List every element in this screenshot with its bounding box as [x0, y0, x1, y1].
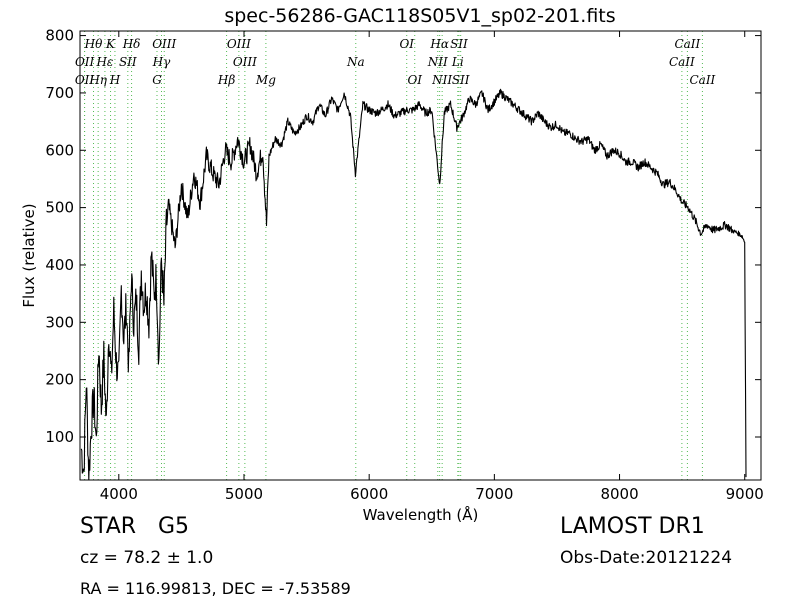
spectrum-layer — [80, 88, 747, 481]
line-label: Hδ — [122, 37, 141, 51]
line-label: SII — [452, 73, 470, 87]
line-label: CaII — [674, 37, 700, 51]
line-label: CaII — [669, 55, 695, 69]
line-label: OIII — [227, 37, 251, 51]
line-label: Hθ — [84, 37, 103, 51]
x-tick-label: 9000 — [726, 485, 764, 503]
line-label: K — [105, 37, 116, 51]
line-label: CaII — [689, 73, 715, 87]
line-label: Hα — [429, 37, 449, 51]
redshift-cz: cz = 78.2 ± 1.0 — [80, 548, 214, 568]
line-label: SII — [119, 55, 137, 69]
line-label: G — [152, 73, 162, 87]
x-tick-label: 6000 — [350, 485, 388, 503]
ra-dec-coordinates: RA = 116.99813, DEC = -7.53589 — [80, 579, 351, 598]
y-tick-label: 100 — [45, 428, 74, 446]
line-label: OI — [399, 37, 414, 51]
line-label: OII — [75, 55, 95, 69]
y-tick-label: 300 — [45, 313, 74, 331]
y-tick-label: 800 — [45, 27, 74, 45]
line-label: Mg — [255, 73, 276, 87]
line-label: SII — [450, 37, 468, 51]
x-axis: 4000 5000 6000 7000 8000 9000 — [100, 31, 764, 503]
y-tick-label: 700 — [45, 84, 74, 102]
x-tick-label: 5000 — [225, 485, 263, 503]
line-label: H — [109, 73, 121, 87]
line-label: Li — [451, 55, 464, 69]
y-tick-label: 400 — [45, 256, 74, 274]
line-label: Hη — [88, 73, 107, 87]
line-label: OIII — [152, 37, 176, 51]
x-tick-label: 8000 — [600, 485, 638, 503]
y-axis-label: Flux (relative) — [20, 203, 38, 307]
line-label: Hβ — [217, 73, 235, 87]
line-label: OI — [407, 73, 422, 87]
line-label: NII — [431, 73, 452, 87]
object-subclass: G5 — [158, 514, 190, 539]
y-tick-label: 500 — [45, 199, 74, 217]
observation-date: Obs-Date:20121224 — [560, 548, 733, 568]
line-label: Na — [346, 55, 365, 69]
line-label: OIII — [233, 55, 257, 69]
line-label: Hε — [95, 55, 113, 69]
line-label: Hγ — [152, 55, 171, 69]
spectrum-line — [80, 88, 747, 481]
y-tick-label: 200 — [45, 371, 74, 389]
object-class: STAR — [80, 514, 137, 539]
line-label: NII — [427, 55, 448, 69]
x-tick-label: 7000 — [475, 485, 513, 503]
survey-name: LAMOST DR1 — [560, 514, 705, 539]
y-tick-label: 600 — [45, 141, 74, 159]
chart-title: spec-56286-GAC118S05V1_sp02-201.fits — [224, 5, 616, 27]
x-tick-label: 4000 — [100, 485, 138, 503]
x-axis-label: Wavelength (Å) — [363, 505, 479, 524]
plot-frame — [79, 30, 762, 481]
line-marker-layer — [84, 31, 703, 480]
y-axis: 100 200 300 400 500 600 700 800 — [45, 27, 761, 446]
